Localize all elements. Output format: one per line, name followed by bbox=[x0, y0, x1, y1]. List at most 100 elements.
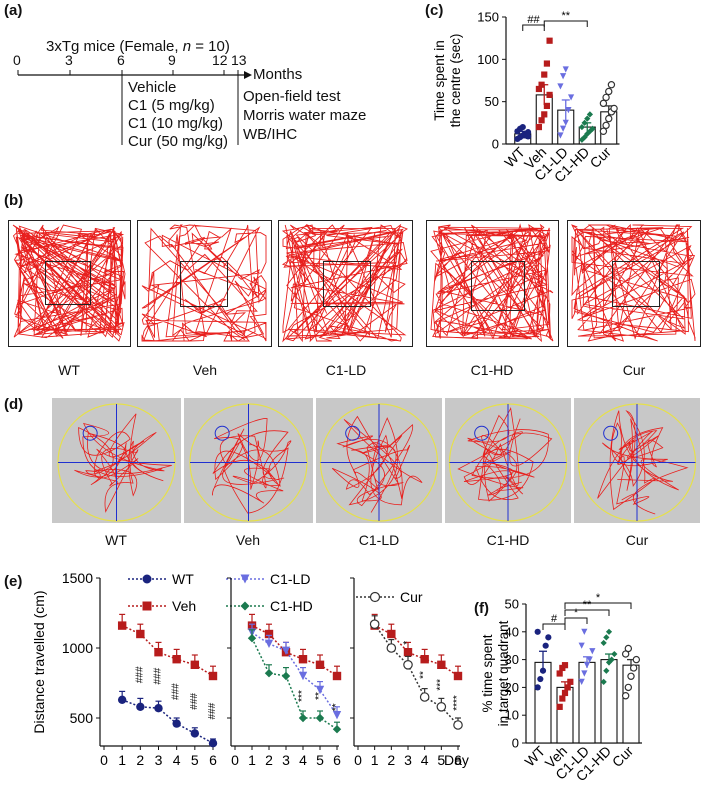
platform-circle bbox=[474, 425, 490, 441]
data-point bbox=[556, 703, 563, 710]
platform-circle bbox=[82, 425, 98, 441]
y-tick-label: 40 bbox=[505, 624, 519, 639]
significance-mark: ### bbox=[134, 666, 145, 683]
legend-marker bbox=[142, 574, 152, 584]
significance-bracket bbox=[542, 623, 566, 630]
track-path bbox=[141, 224, 267, 342]
x-tick-label: 0 bbox=[354, 752, 362, 768]
significance-mark: ### bbox=[189, 693, 200, 710]
data-point bbox=[453, 671, 463, 681]
y-tick-label: 100 bbox=[477, 52, 499, 67]
data-point bbox=[543, 102, 551, 109]
watermaze-track-c1-ld bbox=[319, 403, 439, 522]
openfield-track-wt bbox=[12, 224, 126, 342]
x-tick-label: 3 bbox=[155, 752, 163, 768]
watermaze-track-cur bbox=[577, 403, 697, 522]
x-tick-label: 5 bbox=[316, 752, 324, 768]
data-point bbox=[519, 123, 526, 131]
treatment-3: C1 (10 mg/kg) bbox=[128, 115, 224, 132]
data-point bbox=[562, 66, 569, 73]
track-path bbox=[12, 224, 126, 342]
test-water-maze: Morris water maze bbox=[243, 107, 367, 124]
track-path bbox=[430, 223, 554, 343]
legend-label-veh: Veh bbox=[172, 598, 196, 614]
chart-f: 0 10 20 30 40 50 % time spent in target quadran… bbox=[480, 592, 642, 784]
x-tick-label: 4 bbox=[299, 752, 307, 768]
data-point bbox=[524, 133, 532, 140]
data-point bbox=[247, 634, 257, 643]
data-point bbox=[535, 85, 543, 93]
openfield-centre-zone bbox=[323, 261, 371, 307]
data-point bbox=[534, 684, 541, 691]
timeline-tick-3: 3 bbox=[65, 52, 73, 68]
openfield-track-cur bbox=[571, 223, 696, 342]
data-point bbox=[578, 678, 585, 685]
watermaze-wt bbox=[52, 398, 181, 523]
series-line-veh bbox=[374, 624, 459, 677]
data-point bbox=[298, 671, 308, 681]
data-point bbox=[561, 689, 569, 697]
data-point bbox=[561, 662, 569, 669]
data-point bbox=[624, 683, 633, 692]
significance-mark: ## bbox=[527, 14, 540, 26]
data-point bbox=[420, 655, 429, 664]
significance-mark: ** bbox=[331, 703, 342, 711]
x-tick-label: Cur bbox=[587, 144, 615, 172]
x-tick-label: 0 bbox=[231, 752, 239, 768]
timeline-tick-9: 9 bbox=[168, 52, 176, 68]
data-point bbox=[387, 629, 396, 639]
data-point bbox=[584, 115, 591, 122]
data-point bbox=[543, 60, 551, 67]
data-point bbox=[386, 643, 397, 653]
treatment-1: Vehicle bbox=[128, 79, 177, 96]
data-point bbox=[298, 713, 308, 723]
legend-label-c1-ld: C1-LD bbox=[270, 571, 310, 587]
significance-bracket bbox=[564, 609, 610, 616]
data-point bbox=[208, 671, 218, 681]
data-point bbox=[546, 91, 553, 98]
watermaze-label-wt: WT bbox=[105, 532, 127, 548]
data-point bbox=[541, 71, 548, 78]
data-point bbox=[190, 660, 200, 669]
data-point bbox=[557, 83, 564, 90]
data-point bbox=[117, 695, 127, 704]
legend-label-wt: WT bbox=[172, 571, 194, 587]
timeline-title: 3xTg mice (Female, n = 10) bbox=[46, 38, 230, 55]
track-path bbox=[571, 223, 696, 342]
data-point bbox=[403, 648, 413, 657]
data-point bbox=[172, 719, 181, 728]
x-tick-label: 6 bbox=[333, 752, 341, 768]
data-point bbox=[581, 628, 588, 635]
y-tick-label: 150 bbox=[477, 10, 499, 25]
data-point bbox=[264, 629, 274, 639]
openfield-label-wt: WT bbox=[58, 362, 80, 378]
timeline-unit: Months bbox=[253, 66, 303, 83]
data-point bbox=[605, 87, 613, 96]
significance-bracket bbox=[564, 617, 588, 624]
significance-mark: ### bbox=[153, 667, 164, 684]
data-point bbox=[624, 644, 633, 653]
openfield-centre-zone bbox=[471, 261, 525, 311]
data-point bbox=[136, 629, 145, 639]
watermaze-label-cur: Cur bbox=[625, 532, 649, 548]
data-point bbox=[332, 725, 342, 734]
y-tick-label: 20 bbox=[505, 680, 519, 695]
panel-d-label: (d) bbox=[4, 396, 24, 413]
data-point bbox=[578, 642, 585, 649]
data-point bbox=[172, 655, 181, 664]
data-point bbox=[281, 671, 291, 681]
significance-bracket bbox=[522, 24, 545, 31]
data-point bbox=[599, 99, 608, 108]
data-point bbox=[453, 720, 463, 730]
openfield-track-veh bbox=[141, 224, 267, 342]
platform-circle bbox=[603, 425, 619, 441]
legend-marker bbox=[142, 601, 152, 611]
data-point bbox=[117, 621, 127, 630]
x-tick-label: 0 bbox=[100, 752, 108, 768]
significance-mark: ** bbox=[419, 671, 430, 679]
data-point bbox=[419, 692, 430, 702]
y-tick-label: 10 bbox=[505, 708, 519, 723]
data-point bbox=[586, 656, 593, 663]
timeline-tick-6: 6 bbox=[117, 52, 125, 68]
